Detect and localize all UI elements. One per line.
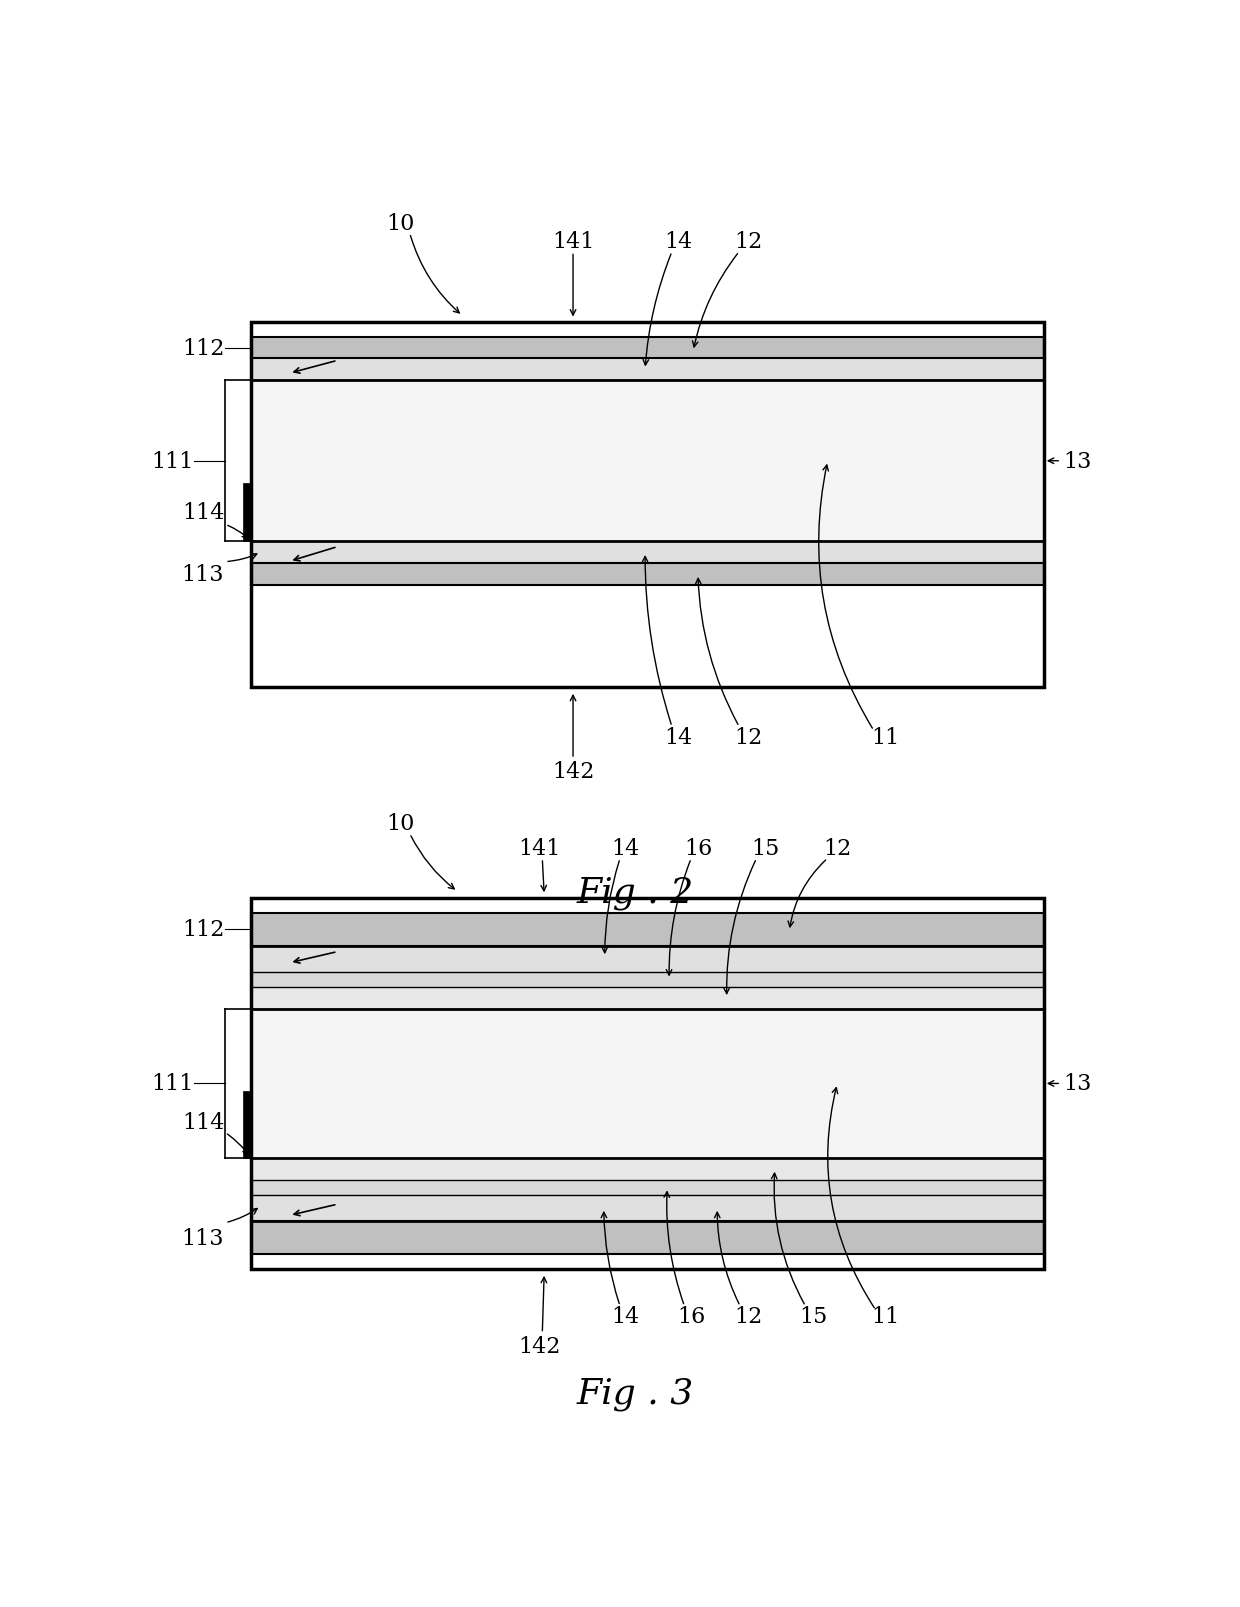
Bar (250, 898, 1044, 1270)
Text: 14: 14 (611, 1305, 640, 1327)
Bar (250, 1009, 1044, 1159)
Bar (250, 947, 1044, 972)
Bar (250, 1221, 1044, 1255)
Text: 10: 10 (386, 813, 414, 836)
Bar (250, 323, 1044, 688)
Text: 11: 11 (872, 1305, 899, 1327)
Text: 15: 15 (799, 1305, 827, 1327)
Text: 14: 14 (665, 726, 693, 749)
Text: 12: 12 (735, 1305, 763, 1327)
Bar (250, 337, 1044, 360)
Text: 114: 114 (182, 1112, 224, 1133)
Text: 13: 13 (1063, 450, 1091, 472)
Bar (250, 972, 1044, 987)
Bar (250, 1196, 1044, 1221)
Text: 16: 16 (683, 837, 712, 860)
Bar (250, 542, 1044, 564)
Text: 12: 12 (735, 726, 763, 749)
Text: 141: 141 (552, 231, 594, 254)
Text: Fig . 3: Fig . 3 (577, 1376, 694, 1409)
Text: Fig . 2: Fig . 2 (577, 874, 694, 910)
Bar (250, 1159, 1044, 1180)
Bar (250, 564, 1044, 585)
Bar (250, 898, 1044, 1270)
Text: 142: 142 (552, 762, 594, 783)
Bar (243, 484, 250, 542)
Bar (250, 381, 1044, 542)
Bar (250, 542, 1044, 564)
Bar (250, 1180, 1044, 1196)
Bar (250, 913, 1044, 947)
Bar (250, 323, 1044, 688)
Text: 12: 12 (735, 231, 763, 254)
Text: 15: 15 (751, 837, 780, 860)
Bar (250, 1159, 1044, 1180)
Text: 11: 11 (872, 726, 899, 749)
Bar (243, 1091, 250, 1159)
Text: 14: 14 (665, 231, 693, 254)
Bar (250, 1196, 1044, 1221)
Bar (250, 381, 1044, 542)
Text: 112: 112 (182, 337, 224, 360)
Bar (250, 947, 1044, 972)
Bar (250, 1221, 1044, 1255)
Text: 112: 112 (182, 919, 224, 940)
Bar (250, 337, 1044, 360)
Text: 14: 14 (611, 837, 640, 860)
Text: 111: 111 (151, 1073, 193, 1094)
Text: 111: 111 (151, 450, 193, 472)
Bar (250, 972, 1044, 987)
Bar (250, 913, 1044, 947)
Bar (250, 360, 1044, 381)
Bar (250, 1180, 1044, 1196)
Text: 113: 113 (182, 1226, 224, 1249)
Bar (250, 360, 1044, 381)
Text: 113: 113 (182, 564, 224, 585)
Bar (250, 1009, 1044, 1159)
Text: 142: 142 (518, 1335, 560, 1356)
Text: 141: 141 (518, 837, 560, 860)
Text: 16: 16 (677, 1305, 706, 1327)
Bar (250, 987, 1044, 1009)
Text: 10: 10 (386, 212, 414, 235)
Text: 114: 114 (182, 501, 224, 524)
Text: 13: 13 (1063, 1073, 1091, 1094)
Bar (250, 987, 1044, 1009)
Bar (250, 564, 1044, 585)
Text: 12: 12 (823, 837, 852, 860)
